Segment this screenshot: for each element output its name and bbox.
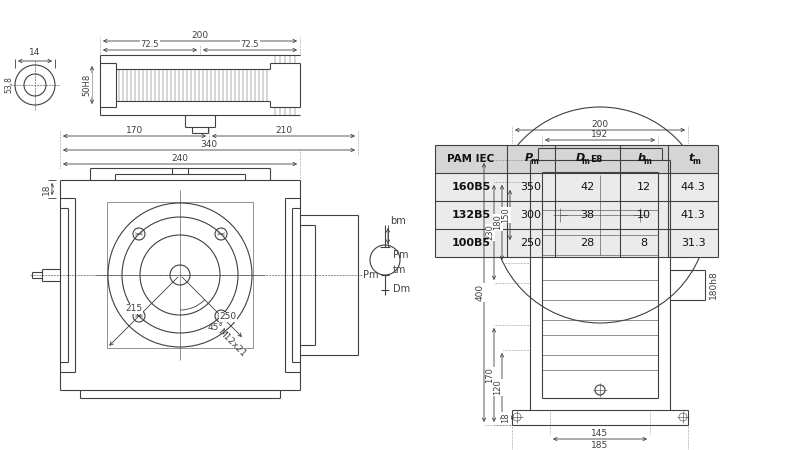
Text: 170: 170 bbox=[486, 367, 494, 383]
Text: m: m bbox=[582, 157, 590, 166]
Text: 132B5: 132B5 bbox=[451, 210, 490, 220]
Text: 170: 170 bbox=[126, 126, 143, 135]
Text: 230: 230 bbox=[486, 225, 494, 240]
Bar bbox=[435, 173, 718, 201]
Text: 8: 8 bbox=[641, 238, 647, 248]
Text: 38: 38 bbox=[581, 210, 594, 220]
Text: 72.5: 72.5 bbox=[141, 40, 159, 49]
Text: 14: 14 bbox=[30, 48, 41, 57]
Text: 18: 18 bbox=[502, 412, 510, 423]
Text: 400: 400 bbox=[475, 284, 485, 301]
Text: 192: 192 bbox=[591, 130, 609, 139]
Text: 150: 150 bbox=[502, 207, 510, 223]
Text: m: m bbox=[692, 157, 700, 166]
Text: 340: 340 bbox=[201, 140, 218, 149]
Bar bbox=[435, 145, 718, 173]
Text: Dm: Dm bbox=[393, 284, 410, 294]
Text: 44.3: 44.3 bbox=[681, 182, 706, 192]
Text: 42: 42 bbox=[580, 182, 594, 192]
Text: t: t bbox=[688, 153, 694, 163]
Text: 250: 250 bbox=[219, 312, 237, 321]
Text: 50H8: 50H8 bbox=[82, 74, 91, 96]
Text: 31.3: 31.3 bbox=[681, 238, 706, 248]
Text: 240: 240 bbox=[171, 154, 189, 163]
Text: 185: 185 bbox=[591, 441, 609, 450]
Bar bbox=[435, 201, 718, 229]
Text: Pm: Pm bbox=[363, 270, 378, 280]
Text: 180h8: 180h8 bbox=[709, 270, 718, 299]
Text: 45°: 45° bbox=[208, 323, 224, 332]
Text: Pm: Pm bbox=[393, 250, 409, 260]
Text: 180: 180 bbox=[494, 215, 502, 230]
Text: 145: 145 bbox=[591, 429, 609, 438]
Text: 215: 215 bbox=[126, 304, 142, 313]
Text: 120: 120 bbox=[494, 380, 502, 396]
Text: 12: 12 bbox=[637, 182, 651, 192]
Text: m: m bbox=[530, 157, 538, 166]
Text: M12x21: M12x21 bbox=[216, 327, 248, 359]
Text: 18: 18 bbox=[42, 183, 50, 195]
Text: 41.3: 41.3 bbox=[681, 210, 706, 220]
Text: bm: bm bbox=[390, 216, 406, 226]
Text: b: b bbox=[638, 153, 646, 163]
Text: 200: 200 bbox=[191, 31, 209, 40]
Text: tm: tm bbox=[393, 265, 406, 275]
Text: 300: 300 bbox=[521, 210, 542, 220]
Text: PAM IEC: PAM IEC bbox=[447, 154, 494, 164]
Text: E8: E8 bbox=[590, 154, 602, 163]
Text: m: m bbox=[643, 157, 651, 166]
Text: 160B5: 160B5 bbox=[451, 182, 490, 192]
Text: 200: 200 bbox=[591, 120, 609, 129]
Text: 100B5: 100B5 bbox=[451, 238, 490, 248]
Text: P: P bbox=[525, 153, 533, 163]
Text: 53,8: 53,8 bbox=[5, 76, 14, 94]
Text: 72.5: 72.5 bbox=[241, 40, 259, 49]
Text: 350: 350 bbox=[521, 182, 542, 192]
Text: 250: 250 bbox=[521, 238, 542, 248]
Text: 28: 28 bbox=[580, 238, 594, 248]
Bar bbox=[435, 229, 718, 257]
Text: D: D bbox=[576, 153, 585, 163]
Text: 10: 10 bbox=[637, 210, 651, 220]
Text: 210: 210 bbox=[275, 126, 292, 135]
